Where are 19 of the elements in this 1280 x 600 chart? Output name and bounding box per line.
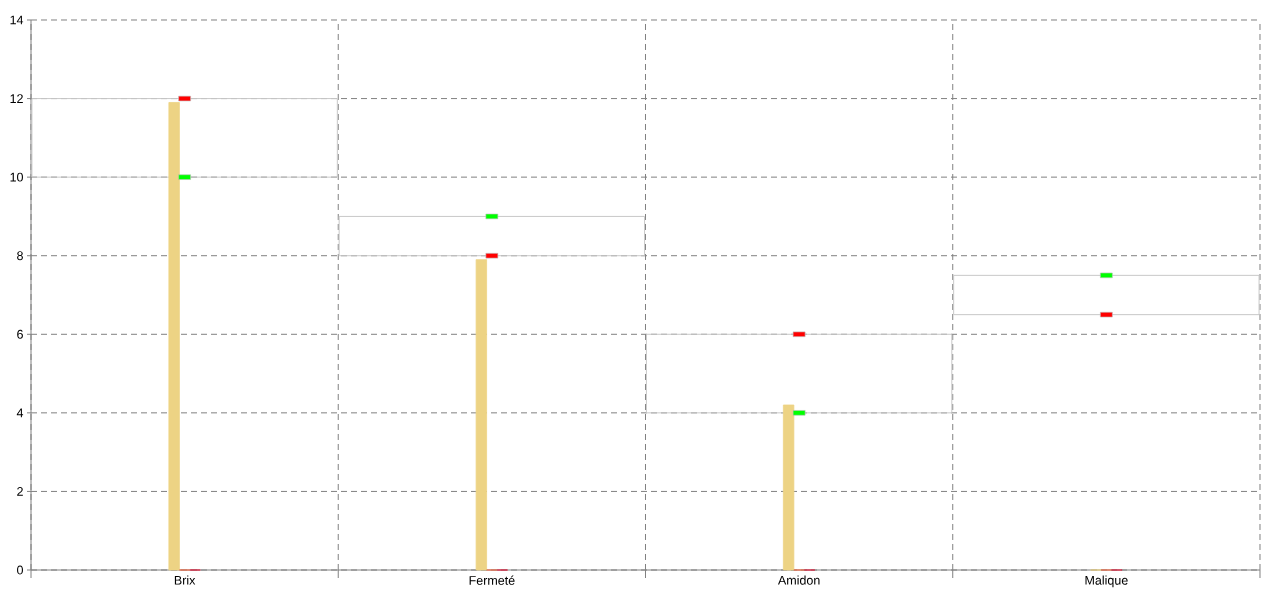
x-tick-label: Brix [174,575,196,585]
y-tick-label: 14 [10,15,24,25]
bar [475,259,488,571]
bar [645,333,953,414]
x-tick-label: Amidon [777,575,820,585]
bar [168,102,180,571]
y-tick-label: 4 [16,408,24,418]
bar [782,404,795,571]
x-tick-label: Fermeté [469,575,515,585]
bar [953,274,1260,316]
x-tick-label: Malique [1085,575,1128,588]
y-tick-label: 2 [17,487,23,496]
y-tick-label: 8 [17,251,23,261]
y-tick-label: 10 [10,172,23,182]
y-tick-label: 12 [10,94,23,103]
bar [338,215,646,257]
y-tick-label: 0 [17,565,23,575]
y-tick-label: 6 [17,329,23,339]
bar [31,98,338,178]
